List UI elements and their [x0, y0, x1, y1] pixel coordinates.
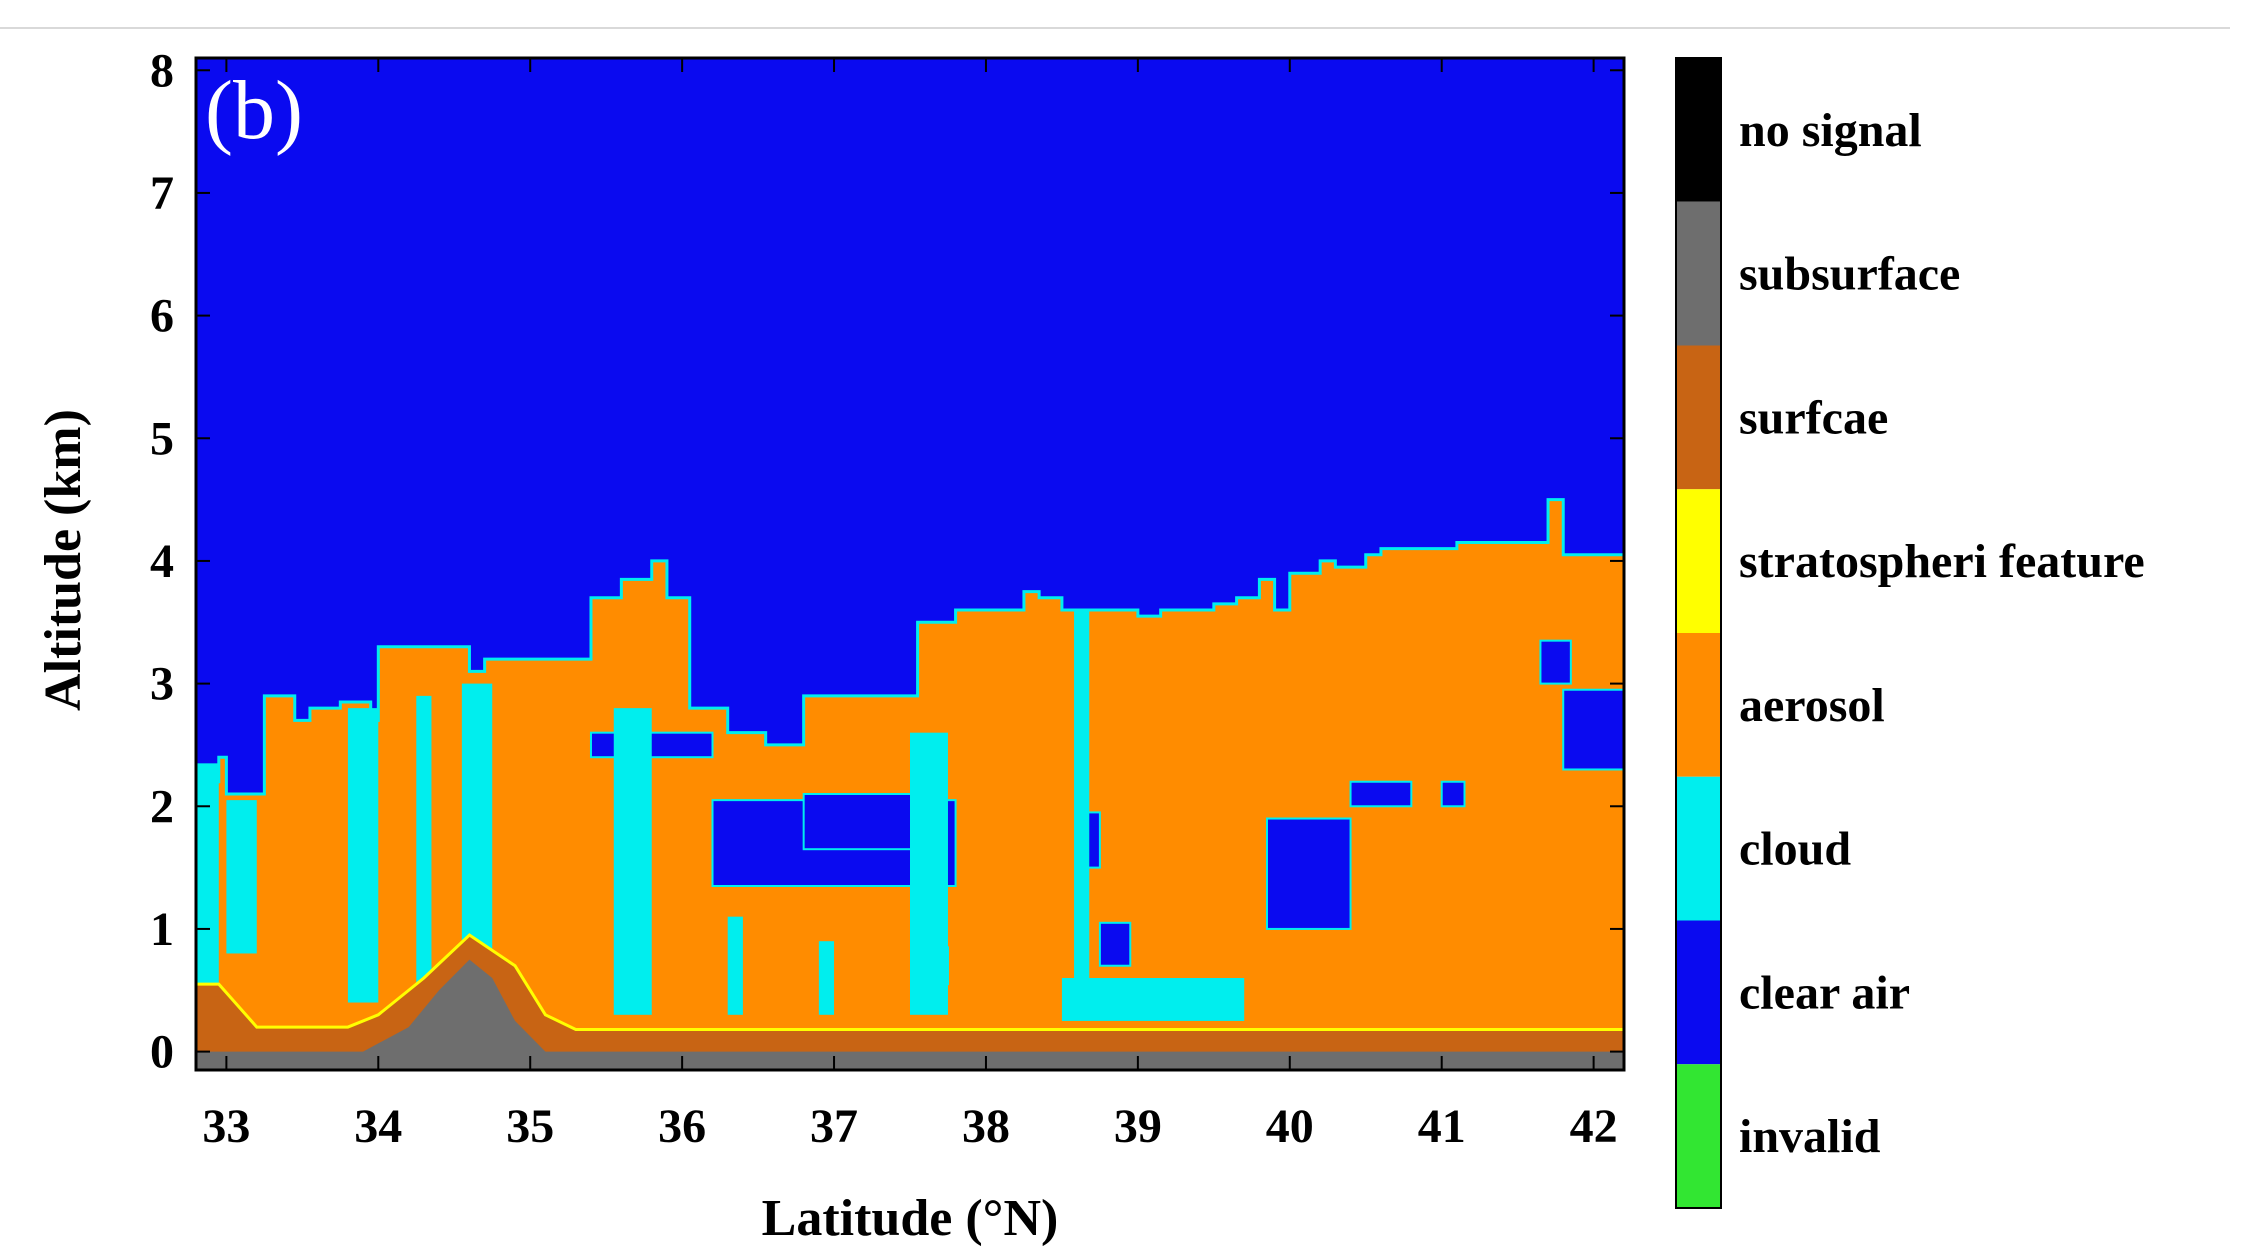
- clear-air-patch-8: [1098, 921, 1132, 967]
- legend-label-0: no signal: [1739, 104, 1922, 157]
- legend-swatch-no-signal: [1676, 58, 1721, 202]
- cloud-column-1: [226, 800, 257, 954]
- legend-label-6: clear air: [1739, 966, 1910, 1019]
- x-tick-label-5: 38: [962, 1100, 1010, 1153]
- clear-air-patch-6: [1539, 639, 1572, 685]
- legend-label-1: subsurface: [1739, 248, 1960, 301]
- y-tick-label-4: 4: [150, 535, 174, 588]
- legend-swatch-cloud: [1676, 776, 1721, 921]
- cloud-column-8: [1061, 978, 1245, 1021]
- plot-frame: [194, 56, 1626, 1072]
- cloud-column-0: [196, 763, 219, 991]
- subsurface-layer: [196, 959, 1624, 1070]
- y-axis-label: Altitude (km): [35, 409, 92, 711]
- y-tick-label-3: 3: [150, 658, 174, 711]
- y-tick-label-0: 0: [150, 1026, 174, 1079]
- clear-air-patch-4: [1440, 780, 1466, 808]
- legend-label-2: surfcae: [1739, 391, 1888, 444]
- y-tick-label-5: 5: [150, 412, 174, 465]
- x-tick-label-2: 35: [506, 1100, 554, 1153]
- legend-label-7: invalid: [1739, 1110, 1881, 1163]
- cloud-column-3: [416, 695, 432, 991]
- legend-label-5: cloud: [1739, 823, 1851, 876]
- legend-swatch-subsurface: [1676, 201, 1721, 346]
- cloud-column-2: [347, 708, 379, 1003]
- x-tick-label-9: 42: [1570, 1100, 1618, 1153]
- cloud-column-4: [461, 683, 493, 978]
- legend-swatch-surfcae: [1676, 345, 1721, 490]
- x-tick-label-8: 41: [1418, 1100, 1466, 1153]
- legend-swatch-aerosol: [1676, 633, 1721, 777]
- legend-swatch-invalid: [1676, 1064, 1721, 1208]
- x-axis-label: Latitude (°N): [762, 1190, 1059, 1247]
- legend-swatch-stratospheri-feature: [1676, 489, 1721, 633]
- x-tick-label-4: 37: [810, 1100, 858, 1153]
- y-tick-label-7: 7: [150, 167, 174, 220]
- x-tick-label-0: 33: [202, 1100, 250, 1153]
- cloud-column-9: [818, 941, 835, 1015]
- cloud-column-7: [1074, 610, 1090, 1003]
- x-tick-label-3: 36: [658, 1100, 706, 1153]
- legend: no signal subsurface surfcae stratospheri f…: [1675, 57, 2145, 1209]
- surface-layer: [196, 933, 1624, 1070]
- y-tick-label-1: 1: [150, 903, 174, 956]
- y-tick-label-2: 2: [150, 780, 174, 833]
- x-tick-label-1: 34: [354, 1100, 402, 1153]
- x-tick-label-6: 39: [1114, 1100, 1162, 1153]
- cloud-column-10: [727, 916, 743, 1015]
- clear-air-patch-5: [1562, 688, 1624, 771]
- clear-air-patch-1: [802, 793, 927, 851]
- y-tick-label-8: 8: [150, 44, 174, 97]
- legend-frame: [1675, 57, 1722, 1209]
- cloud-column-5: [613, 708, 652, 1015]
- legend-label-3: stratospheri feature: [1739, 535, 2145, 588]
- cloud-column-6: [910, 732, 948, 1015]
- x-tick-label-7: 40: [1266, 1100, 1314, 1153]
- clear-air-patch-3: [1349, 780, 1413, 808]
- panel-label: (b): [205, 64, 303, 157]
- plot-area: [196, 58, 1624, 1070]
- clear-air-patch-2: [1266, 817, 1352, 930]
- legend-label-4: aerosol: [1739, 679, 1885, 732]
- y-tick-label-6: 6: [150, 290, 174, 343]
- legend-swatch-clear-air: [1676, 920, 1721, 1065]
